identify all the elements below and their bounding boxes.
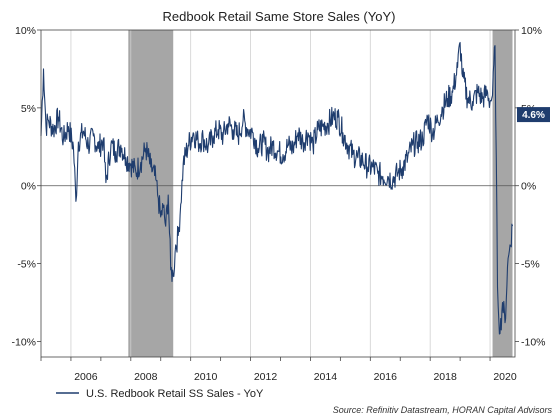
legend: U.S. Redbook Retail SS Sales - YoY: [56, 388, 264, 400]
source-note: Source: Refinitiv Datastream, HORAN Capi…: [333, 405, 553, 415]
plot-frame: [40, 29, 516, 358]
y-tick-label-right: 10%: [521, 25, 542, 37]
value-callout-box: [517, 107, 550, 123]
series-line: [40, 41, 514, 335]
grid-lines: [70, 30, 491, 357]
chart-title: Redbook Retail Same Store Sales (YoY): [163, 9, 396, 24]
x-tick-label: 2008: [134, 371, 158, 383]
value-callout-label: 4.6%: [522, 110, 545, 121]
x-axis: 2006 2008 2010 2012 2014 2016 2018 2020: [40, 357, 517, 383]
y-tick-label-left: -10%: [11, 336, 36, 348]
y-tick-label-left: 10%: [15, 25, 36, 37]
x-tick-label: 2010: [194, 371, 218, 383]
x-tick-label: 2006: [74, 371, 98, 383]
x-tick-label: 2012: [254, 371, 278, 383]
y-tick-label-right: 0%: [521, 181, 536, 193]
y-tick-label-right: -10%: [521, 336, 546, 348]
y-tick-label-left: -5%: [17, 259, 36, 271]
x-tick-label: 2016: [374, 371, 398, 383]
recession-band-1: [128, 30, 174, 357]
legend-label: U.S. Redbook Retail SS Sales - YoY: [86, 388, 264, 400]
y-axis-left: 10% 5% 0% -5% -10%: [11, 25, 41, 348]
y-axis-right: 10%5%0%-5%-10%: [515, 25, 546, 348]
x-tick-label: 2018: [433, 371, 457, 383]
x-tick-label: 2014: [314, 371, 338, 383]
x-tick-label: 2020: [493, 371, 517, 383]
y-tick-label-left: 0%: [21, 181, 36, 193]
plot-area: [40, 29, 516, 358]
value-callout: 4.6%: [517, 107, 550, 123]
y-tick-label-left: 5%: [21, 103, 36, 115]
y-tick-label-right: -5%: [521, 259, 540, 271]
